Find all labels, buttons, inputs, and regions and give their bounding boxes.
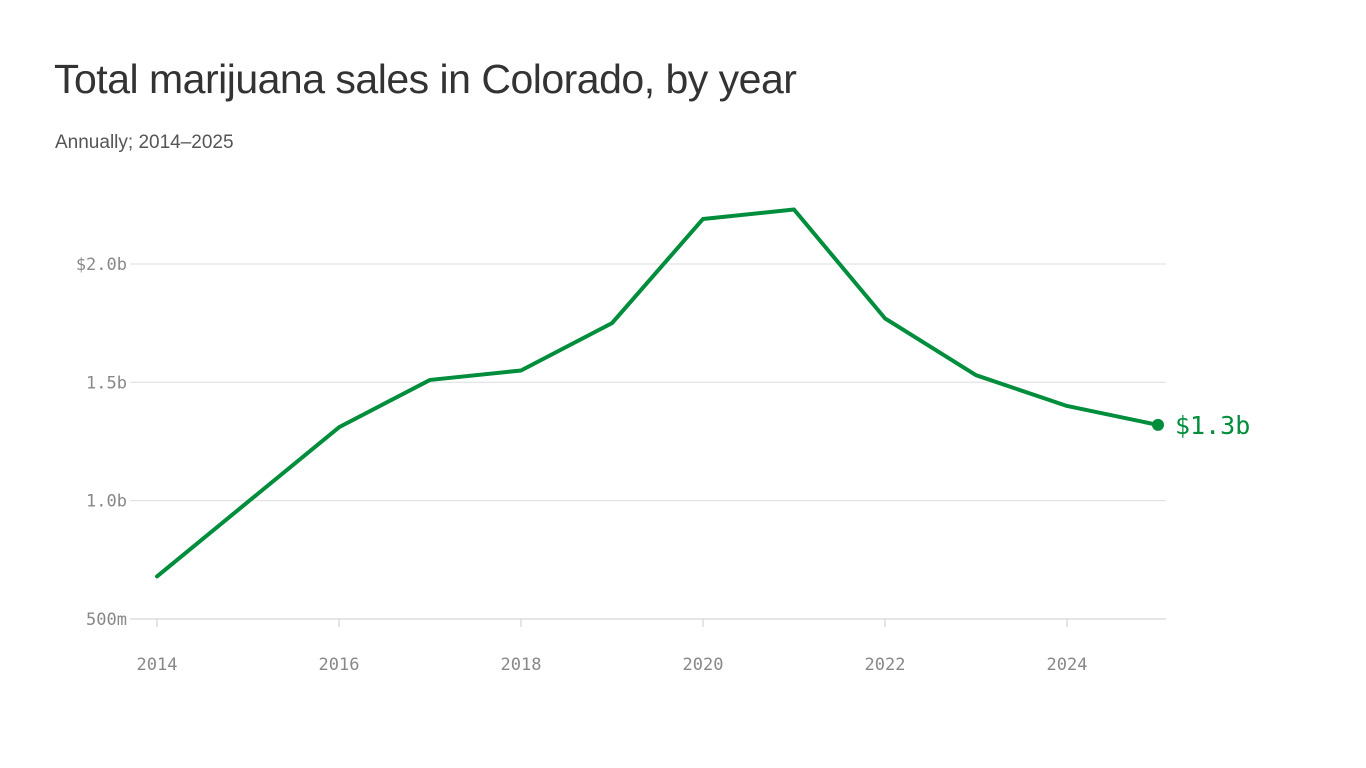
x-tick-label: 2018 [501, 655, 542, 675]
sales-line [155, 207, 1160, 579]
y-tick-label: 1.0b [86, 492, 127, 512]
x-tick-label: 2016 [319, 655, 360, 675]
y-tick-label: 1.5b [86, 373, 127, 393]
y-tick-label: $2.0b [76, 255, 127, 275]
y-tick-label: 500m [86, 610, 127, 630]
x-tick-label: 2022 [865, 655, 906, 675]
x-tick-label: 2024 [1047, 655, 1088, 675]
end-value-label: $1.3b [1175, 411, 1250, 440]
end-point-marker [1152, 418, 1164, 431]
chart-title: Total marijuana sales in Colorado, by ye… [54, 56, 797, 102]
x-tick-label: 2020 [683, 655, 724, 675]
chart-subtitle: Annually; 2014–2025 [55, 132, 234, 153]
x-tick-label: 2014 [137, 655, 178, 675]
